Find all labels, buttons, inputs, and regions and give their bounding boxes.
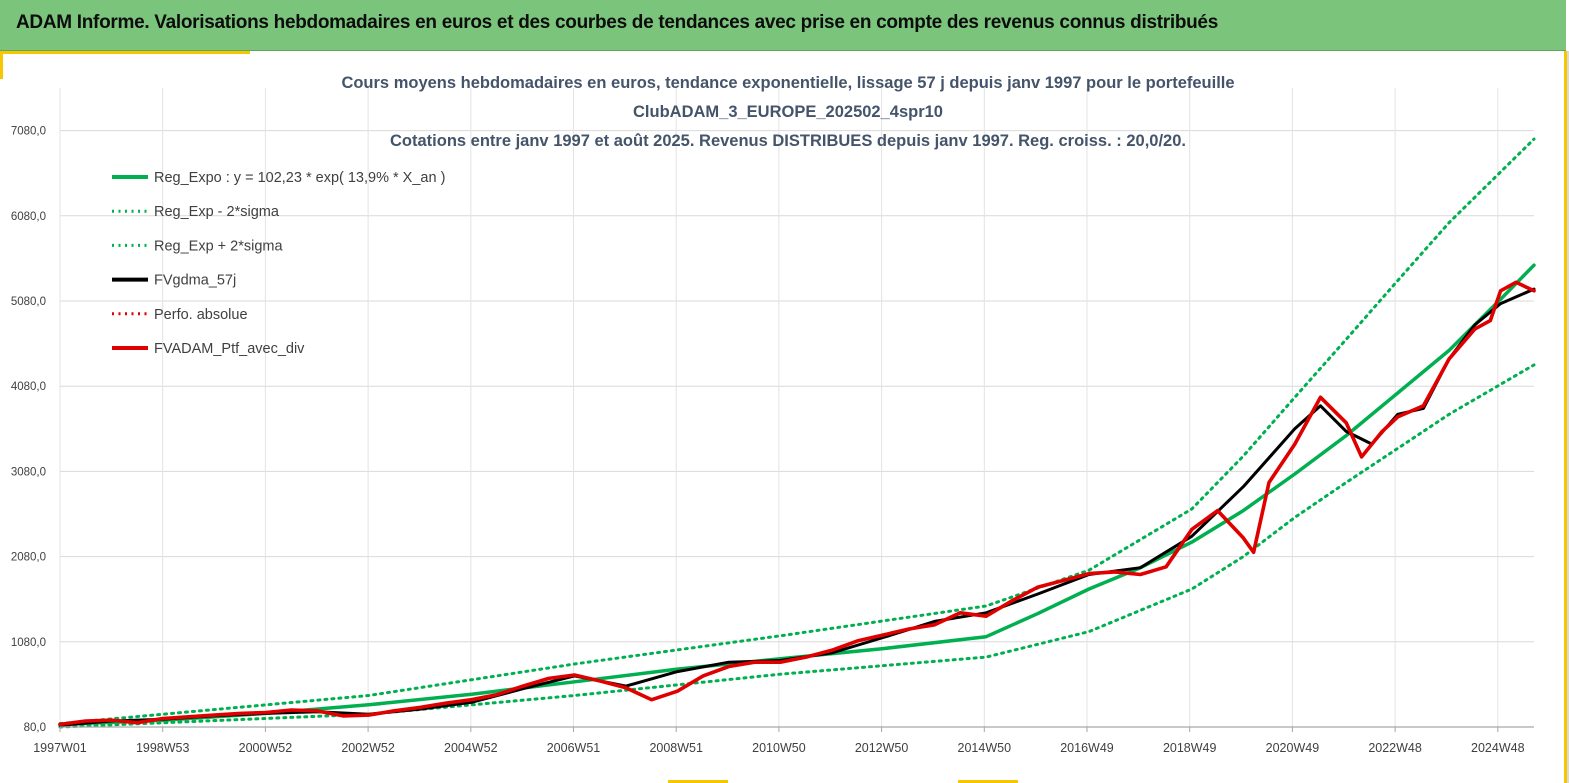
y-tick-label: 3080,0 — [11, 466, 46, 478]
chart-title: Cours moyens hebdomadaires en euros, ten… — [341, 74, 1234, 150]
accent-bar — [0, 51, 250, 54]
regression-line — [58, 263, 1536, 727]
legend-label: Perfo. absolue — [154, 307, 248, 323]
x-tick-label: 2006W51 — [547, 741, 601, 755]
header-banner: ADAM Informe. Valorisations hebdomadaire… — [0, 0, 1566, 51]
legend-label: Reg_Exp - 2*sigma — [154, 204, 280, 220]
x-tick-label: 2018W49 — [1163, 741, 1217, 755]
grid — [59, 88, 1534, 728]
frame-border — [1567, 51, 1569, 783]
regression-lower-band — [58, 363, 1536, 729]
x-tick-label: 2010W50 — [752, 741, 806, 755]
y-tick-label: 80,0 — [24, 722, 46, 734]
chart-title-line: Cours moyens hebdomadaires en euros, ten… — [341, 74, 1234, 92]
y-tick-label: 1080,0 — [11, 637, 46, 649]
x-tick-label: 2016W49 — [1060, 741, 1114, 755]
x-tick-label: 2004W52 — [444, 741, 498, 755]
x-tick-label: 2000W52 — [239, 741, 293, 755]
legend-label: Reg_Exp + 2*sigma — [154, 238, 283, 254]
y-tick-label: 4080,0 — [11, 381, 46, 393]
y-tick-label: 5080,0 — [11, 296, 46, 308]
x-tick-label: 2012W50 — [855, 741, 909, 755]
x-tick-label: 2014W50 — [958, 741, 1012, 755]
y-tick-label: 6080,0 — [11, 211, 46, 223]
accent-bar — [0, 51, 3, 79]
chart-title-line: ClubADAM_3_EUROPE_202502_4spr10 — [633, 103, 943, 121]
y-tick-label: 2080,0 — [11, 552, 46, 564]
legend-label: FVADAM_Ptf_avec_div — [154, 341, 305, 357]
chart-title-line: Cotations entre janv 1997 et août 2025. … — [390, 132, 1186, 150]
x-tick-label: 1998W53 — [136, 741, 190, 755]
accent-bar — [958, 780, 1018, 783]
x-tick-label: 2008W51 — [649, 741, 703, 755]
banner-title: ADAM Informe. Valorisations hebdomadaire… — [16, 12, 1218, 33]
accent-bar — [1564, 51, 1567, 783]
x-tick-label: 1997W01 — [33, 741, 87, 755]
x-tick-label: 2024W48 — [1471, 741, 1525, 755]
accent-bar — [668, 780, 728, 783]
regression-upper-band — [58, 137, 1536, 726]
portfolio-line — [58, 280, 1536, 727]
legend: Reg_Expo : y = 102,23 * exp( 13,9% * X_a… — [112, 170, 445, 357]
y-tick-label: 7080,0 — [11, 126, 46, 138]
legend-label: Reg_Expo : y = 102,23 * exp( 13,9% * X_a… — [154, 170, 445, 186]
x-tick-label: 2022W48 — [1368, 741, 1422, 755]
x-tick-label: 2002W52 — [341, 741, 395, 755]
x-tick-label: 2020W49 — [1266, 741, 1320, 755]
axes: 80,0 1080,0 2080,0 3080,0 4080,0 5080,0 6080,0… — [11, 126, 1534, 755]
legend-label: FVgdma_57j — [154, 273, 236, 289]
series-group — [58, 137, 1536, 729]
